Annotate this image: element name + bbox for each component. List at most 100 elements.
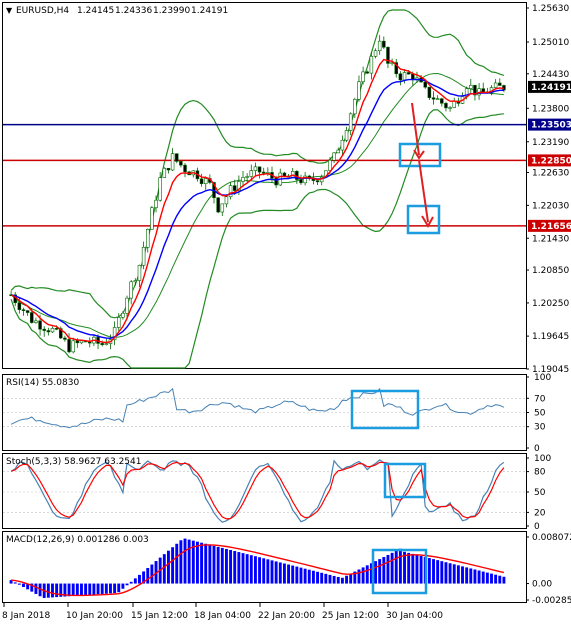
macd-histogram-bar [324, 573, 328, 584]
macd-histogram-bar [440, 561, 444, 584]
price-axis-label: 1.25010 [532, 38, 569, 48]
macd-histogram-bar [498, 575, 502, 584]
ohlc-close: 1.24191 [191, 6, 228, 16]
candle-body [129, 281, 133, 299]
time-axis-label: 15 Jan 12:00 [131, 611, 188, 621]
macd-histogram-bar [390, 552, 394, 584]
rsi-axis-label: 70 [534, 394, 546, 404]
macd-histogram-bar [398, 548, 402, 584]
bollinger-upper-line [10, 9, 505, 319]
candle-body [469, 84, 473, 89]
price-pane-frame [2, 2, 527, 369]
candle-body [382, 40, 386, 48]
candle-body [46, 330, 51, 333]
price-axis-label: 1.22630 [532, 168, 569, 178]
macd-label: MACD(12,26,9) 0.001286 0.003 [6, 535, 149, 545]
macd-histogram-bar [88, 583, 92, 595]
candle-body [25, 310, 30, 313]
candle-body [63, 337, 67, 340]
candle-body [493, 82, 498, 88]
macd-histogram-bar [340, 577, 344, 584]
red-lower-level-tag: 1.21656 [531, 222, 571, 232]
macd-histogram-bar [436, 560, 440, 584]
macd-histogram-bar [38, 583, 42, 597]
macd-histogram-bar [328, 574, 332, 584]
macd-histogram-bar [67, 583, 71, 597]
candle-body [59, 328, 63, 339]
candle-body [386, 46, 390, 64]
macd-histogram-bar [253, 556, 257, 584]
macd-histogram-bar [485, 572, 489, 584]
candle-body [344, 130, 349, 141]
stoch-pane-frame [2, 453, 527, 529]
macd-histogram-bar [307, 569, 311, 584]
macd-histogram-bar [274, 561, 278, 584]
candle-body [117, 317, 121, 328]
macd-histogram-bar [378, 559, 382, 584]
macd-axis-label: 0.00 [532, 580, 552, 590]
rsi-axis-label: 0 [534, 444, 540, 454]
macd-histogram-bar [104, 583, 108, 594]
macd-histogram-bar [386, 554, 390, 584]
current-price-tag-bg [528, 80, 571, 93]
macd-histogram-bar [374, 561, 377, 584]
candle-body [158, 177, 162, 201]
macd-histogram-bar [121, 583, 125, 589]
macd-histogram-bar [490, 573, 493, 584]
macd-histogram-bar [92, 583, 96, 595]
candle-body [257, 166, 262, 173]
candle-body [377, 40, 382, 52]
candle-body [365, 71, 370, 74]
time-axis-label: 10 Jan 20:00 [66, 611, 123, 621]
macd-histogram-bar [162, 554, 166, 584]
price-axis-label: 1.20850 [532, 266, 569, 276]
candle-body [228, 185, 233, 198]
candle-body [224, 196, 229, 205]
stoch-highlight-box [383, 462, 427, 499]
candle-body [353, 98, 357, 115]
candle-body [402, 72, 407, 81]
symbol-dropdown-icon[interactable]: ▼ [6, 6, 13, 15]
price-axis-label: 1.20250 [532, 299, 569, 309]
macd-histogram-bar [332, 575, 336, 584]
blue-level-tag: 1.23503 [531, 121, 571, 131]
candle-body [30, 312, 34, 323]
stoch-axis-label: 100 [534, 454, 551, 464]
macd-histogram-bar [461, 566, 464, 584]
candle-body [282, 172, 287, 177]
candle-body [328, 159, 332, 171]
candle-body [112, 327, 117, 340]
macd-pane [9, 538, 506, 598]
macd-histogram-bar [55, 583, 59, 598]
candle-body [394, 62, 398, 75]
macd-histogram-bar [80, 583, 83, 596]
macd-histogram-bar [71, 583, 75, 596]
macd-histogram-bar [117, 583, 121, 593]
time-axis-label: 25 Jan 12:00 [322, 611, 379, 621]
candle-body [444, 102, 448, 109]
candle-body [348, 113, 353, 131]
candle-body [373, 50, 378, 57]
candle-body [71, 340, 75, 353]
time-axis-label: 30 Jan 04:00 [386, 611, 443, 621]
macd-histogram-bar [171, 547, 175, 584]
stoch-pane [3, 459, 526, 523]
ohlc-low: 1.23990 [153, 6, 190, 16]
macd-histogram-bar [407, 552, 411, 584]
macd-histogram-bar [34, 583, 38, 594]
candle-body [299, 179, 303, 184]
symbol-label: EURUSD,H4 [16, 6, 69, 16]
candle-body [203, 178, 208, 184]
red-lower-level-tag-bg [528, 219, 571, 232]
candle-body [435, 98, 440, 101]
candle-body [290, 171, 295, 178]
macd-histogram-bar [353, 571, 357, 584]
price-axis-label: 1.23190 [532, 138, 569, 148]
arrow-head-upper [413, 149, 425, 160]
candle-body [303, 175, 307, 184]
rsi-pane [3, 387, 526, 429]
macd-histogram-bar [365, 565, 369, 584]
macd-histogram-bar [46, 583, 50, 598]
macd-histogram-bar [262, 558, 266, 584]
